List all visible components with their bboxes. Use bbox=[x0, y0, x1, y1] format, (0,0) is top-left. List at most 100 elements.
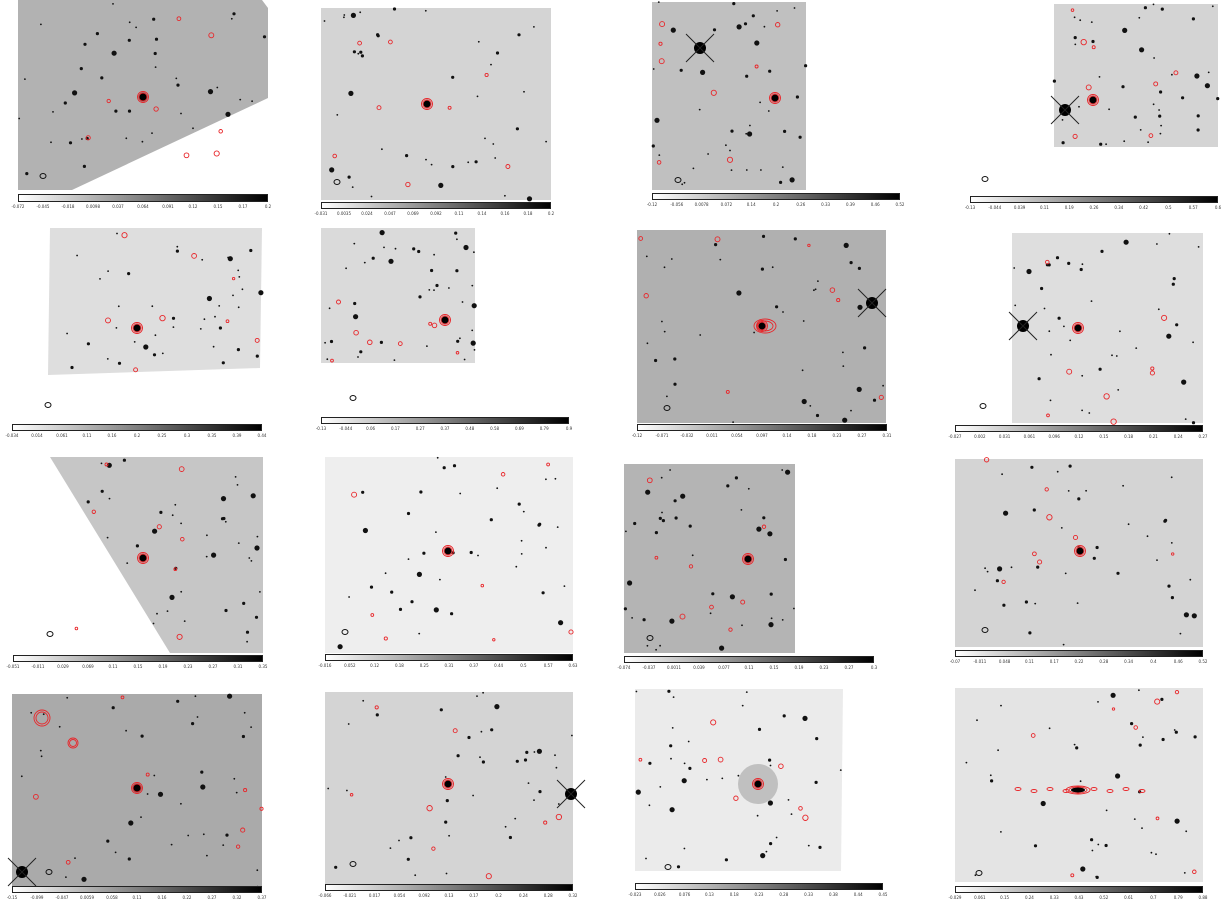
background-source bbox=[680, 493, 686, 499]
background-source bbox=[646, 644, 649, 647]
background-source bbox=[251, 100, 254, 103]
background-source bbox=[660, 476, 663, 479]
colorbar-tick-label: 0.048 bbox=[998, 659, 1011, 664]
background-source bbox=[652, 68, 655, 70]
colorbar bbox=[955, 886, 1203, 893]
colorbar-tick-label: 0.44 bbox=[853, 892, 863, 897]
background-source bbox=[1156, 559, 1158, 561]
colorbar-tick-label: 0.52 bbox=[1099, 895, 1109, 900]
background-source bbox=[663, 266, 666, 269]
background-source bbox=[769, 842, 773, 846]
background-source bbox=[329, 339, 334, 344]
colorbar-tick-label: 0.011 bbox=[706, 433, 718, 438]
background-source bbox=[760, 169, 762, 171]
background-source bbox=[479, 756, 481, 759]
background-source bbox=[1167, 584, 1171, 588]
background-source bbox=[673, 382, 677, 386]
background-source bbox=[775, 836, 778, 839]
background-source bbox=[418, 295, 422, 299]
background-source bbox=[533, 751, 536, 753]
background-source bbox=[672, 696, 675, 698]
colorbar-tick-label: 0.0098 bbox=[86, 204, 100, 209]
background-source bbox=[520, 539, 523, 542]
background-source bbox=[445, 799, 449, 803]
colorbar bbox=[321, 202, 551, 209]
background-source bbox=[775, 305, 779, 309]
background-source bbox=[721, 777, 724, 780]
cutout-image-13 bbox=[7, 693, 264, 889]
background-source bbox=[1130, 722, 1134, 726]
background-source bbox=[671, 727, 674, 729]
colorbar-tick-label: 0.31 bbox=[882, 433, 892, 438]
background-source bbox=[768, 622, 774, 628]
colorbar-tick-label: 0.19 bbox=[158, 664, 168, 669]
background-source bbox=[328, 307, 331, 310]
target-galaxy bbox=[139, 554, 147, 562]
background-source bbox=[666, 395, 668, 398]
background-source bbox=[218, 305, 221, 307]
background-source bbox=[1138, 689, 1140, 692]
colorbar-tick-label: 0.37 bbox=[257, 895, 267, 900]
background-source bbox=[1170, 476, 1173, 479]
colorbar bbox=[325, 884, 573, 891]
background-source bbox=[496, 487, 499, 490]
background-source bbox=[989, 774, 992, 777]
background-source bbox=[504, 825, 507, 828]
background-source bbox=[1105, 143, 1107, 146]
background-source bbox=[143, 344, 149, 350]
background-source bbox=[661, 511, 663, 514]
background-source bbox=[1138, 743, 1142, 747]
background-source bbox=[111, 706, 115, 710]
background-source bbox=[345, 267, 347, 270]
background-source bbox=[558, 620, 564, 626]
colorbar-tick-label: -0.027 bbox=[948, 434, 962, 439]
background-source bbox=[669, 618, 675, 624]
background-source bbox=[1073, 16, 1076, 19]
background-source bbox=[424, 9, 427, 12]
background-source bbox=[743, 22, 748, 26]
background-source bbox=[140, 734, 144, 738]
background-source bbox=[1079, 267, 1083, 272]
radio-contours bbox=[349, 705, 563, 880]
colorbar-tick-label: -0.011 bbox=[973, 659, 987, 664]
background-source bbox=[151, 305, 154, 308]
background-source bbox=[180, 590, 183, 593]
background-source bbox=[669, 469, 671, 471]
background-source bbox=[39, 749, 42, 752]
background-source bbox=[732, 421, 734, 423]
background-source bbox=[536, 748, 542, 754]
bright-star bbox=[7, 857, 37, 887]
background-source bbox=[687, 740, 690, 743]
target-galaxy bbox=[1089, 96, 1097, 104]
background-source bbox=[515, 759, 519, 763]
background-source bbox=[770, 617, 773, 620]
background-source bbox=[995, 579, 999, 583]
background-source bbox=[206, 534, 208, 537]
colorbar-tick-label: 0.047 bbox=[384, 211, 396, 216]
background-source bbox=[1142, 736, 1144, 738]
background-source bbox=[661, 519, 665, 523]
background-source bbox=[670, 27, 676, 33]
background-source bbox=[1168, 232, 1171, 235]
beam-marker bbox=[44, 402, 52, 408]
colorbar-tick-labels: -0.016 0.052 0.12 0.18 0.25 0.31 0.37 0.44 0.5 0.… bbox=[319, 663, 578, 671]
colorbar-tick-label: 0.2 bbox=[772, 202, 780, 207]
background-source bbox=[815, 737, 819, 741]
background-source bbox=[1091, 849, 1094, 852]
background-source bbox=[745, 691, 748, 693]
colorbar-tick-label: 0.064 bbox=[137, 204, 149, 209]
bright-star bbox=[1050, 95, 1080, 125]
colorbar-tick-label: 0.14 bbox=[782, 433, 792, 438]
target-galaxy bbox=[132, 783, 142, 793]
background-source bbox=[683, 181, 686, 184]
background-source bbox=[50, 141, 52, 144]
background-source bbox=[1133, 818, 1136, 820]
background-source bbox=[839, 769, 842, 771]
background-source bbox=[170, 843, 173, 846]
background-source bbox=[471, 329, 474, 332]
background-source bbox=[759, 101, 761, 104]
background-source bbox=[471, 303, 477, 309]
colorbar-tick-label: 0.06 bbox=[366, 426, 376, 431]
background-source bbox=[255, 354, 259, 358]
background-source bbox=[793, 237, 797, 241]
